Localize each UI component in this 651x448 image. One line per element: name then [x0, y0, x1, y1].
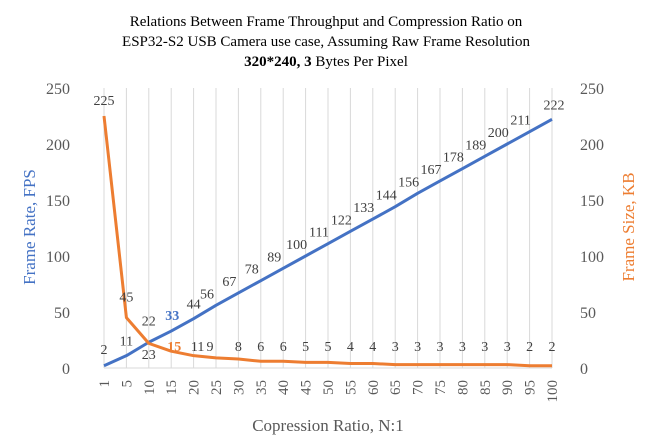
- frame-size-label: 3: [504, 340, 511, 355]
- frame-rate-label: 189: [465, 138, 486, 153]
- x-tick-label: 80: [455, 380, 471, 395]
- frame-rate-label: 122: [331, 213, 352, 228]
- frame-rate-label: 211: [510, 114, 530, 129]
- frame-rate-label: 89: [267, 250, 281, 265]
- frame-size-label: 3: [437, 340, 444, 355]
- x-tick-label: 15: [164, 380, 180, 395]
- frame-rate-label: 133: [353, 201, 374, 216]
- x-tick-label: 50: [321, 380, 337, 395]
- y-tick-label-right: 100: [580, 249, 604, 266]
- frame-rate-label: 200: [488, 126, 509, 141]
- x-tick-label: 90: [500, 380, 516, 395]
- y-tick-label-right: 0: [580, 361, 588, 378]
- frame-rate-label: 56: [200, 287, 214, 302]
- frame-rate-label: 111: [309, 226, 329, 241]
- frame-rate-label: 23: [142, 348, 156, 363]
- y-tick-label-left: 250: [46, 81, 70, 98]
- frame-rate-label: 156: [398, 175, 419, 190]
- y-tick-label-left: 50: [54, 305, 70, 322]
- y-tick-label-right: 200: [580, 137, 604, 154]
- x-tick-label: 55: [343, 380, 359, 395]
- chart-title-bold: 320*240, 3: [244, 54, 312, 70]
- frame-rate-label: 144: [376, 189, 397, 204]
- frame-rate-label: 2: [101, 343, 108, 358]
- y-tick-label-left: 100: [46, 249, 70, 266]
- frame-size-label: 5: [302, 340, 309, 355]
- x-tick-label: 65: [388, 380, 404, 395]
- frame-size-label: 4: [347, 340, 354, 355]
- frame-size-label: 2: [526, 340, 533, 355]
- vertical-gridlines: [103, 88, 553, 368]
- x-tick-label: 20: [187, 380, 203, 395]
- frame-rate-label: 78: [245, 263, 259, 278]
- chart-title-line-3: 320*240, 3 Bytes Per Pixel: [244, 54, 408, 70]
- x-tick-label: 25: [209, 380, 225, 395]
- frame-rate-label: 100: [286, 238, 307, 253]
- frame-size-label: 45: [119, 291, 133, 306]
- frame-size-label: 4: [369, 340, 376, 355]
- x-tick-label: 30: [231, 380, 247, 395]
- frame-rate-label: 11: [120, 335, 133, 350]
- frame-rate-label: 222: [544, 98, 565, 113]
- frame-size-label: 9: [207, 340, 214, 355]
- x-tick-label: 95: [523, 380, 539, 395]
- right-axis-ticks: 0 50 100 150 200 250: [580, 81, 604, 378]
- frame-size-label: 5: [325, 340, 332, 355]
- series-lines: [102, 115, 553, 368]
- x-tick-label: 75: [433, 380, 449, 395]
- x-tick-label: 35: [254, 380, 270, 395]
- chart-title: Relations Between Frame Throughput and C…: [122, 14, 530, 70]
- frame-size-label: 11: [191, 340, 204, 355]
- chart-title-line-2: ESP32-S2 USB Camera use case, Assuming R…: [122, 34, 530, 50]
- x-tick-label: 45: [299, 380, 315, 395]
- frame-size-label: 3: [481, 340, 488, 355]
- frame-size-label: 8: [235, 340, 242, 355]
- frame-size-line: [102, 115, 552, 368]
- y-tick-label-left: 150: [46, 193, 70, 210]
- y-axis-label-right: Frame Size, KB: [619, 172, 638, 281]
- frame-rate-label: 178: [443, 151, 464, 166]
- frame-size-label: 225: [94, 94, 115, 109]
- x-tick-label: 40: [276, 380, 292, 395]
- x-tick-label: 85: [478, 380, 494, 395]
- frame-size-label: 3: [392, 340, 399, 355]
- frame-size-label: 6: [280, 340, 287, 355]
- chart-title-rest: Bytes Per Pixel: [312, 54, 408, 70]
- frame-size-label: 15: [167, 340, 181, 355]
- x-tick-label: 100: [545, 380, 561, 403]
- x-tick-label: 5: [119, 380, 135, 388]
- frame-rate-label: 33: [165, 309, 179, 324]
- x-tick-label: 1: [97, 380, 113, 388]
- frame-size-label: 22: [142, 314, 156, 329]
- x-axis-label: Copression Ratio, N:1: [252, 416, 404, 435]
- x-axis-ticks: 1 5 10 15 20 25 30 35 40 45 50 55 60 65 70 75 80 85 90 95 10…: [97, 380, 561, 403]
- y-tick-label-right: 150: [580, 193, 604, 210]
- y-axis-label-left: Frame Rate, FPS: [20, 169, 39, 285]
- frame-rate-label: 167: [421, 163, 442, 178]
- left-axis-ticks: 0 50 100 150 200 250: [46, 81, 70, 378]
- frame-rate-label: 44: [187, 298, 201, 313]
- chart-title-line-1: Relations Between Frame Throughput and C…: [130, 14, 523, 30]
- frame-size-label: 3: [459, 340, 466, 355]
- frame-size-label: 2: [549, 340, 556, 355]
- y-tick-label-right: 250: [580, 81, 604, 98]
- x-tick-label: 10: [142, 380, 158, 395]
- frame-size-label: 6: [257, 340, 264, 355]
- frame-size-label: 3: [414, 340, 421, 355]
- frame-rate-line: [103, 118, 553, 368]
- x-tick-label: 70: [411, 380, 427, 395]
- x-tick-label: 60: [366, 380, 382, 395]
- y-tick-label-right: 50: [580, 305, 596, 322]
- y-tick-label-left: 200: [46, 137, 70, 154]
- frame-rate-label: 67: [222, 275, 236, 290]
- data-labels: 2112333445667788910011112213314415616717…: [94, 94, 565, 363]
- y-tick-label-left: 0: [62, 361, 70, 378]
